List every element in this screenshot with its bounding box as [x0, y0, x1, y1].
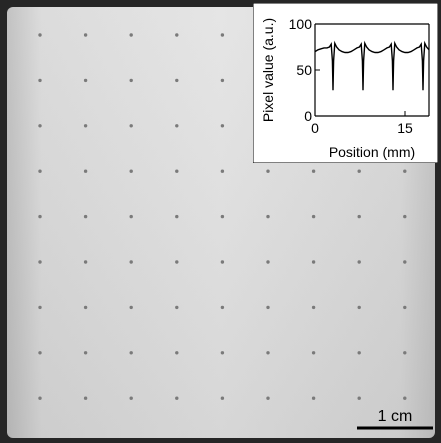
x-tick-label: 0 — [311, 120, 319, 136]
marker-dot — [403, 260, 407, 264]
marker-dot — [83, 214, 88, 219]
marker-dot — [38, 169, 42, 173]
marker-dot — [129, 305, 133, 310]
marker-dot — [311, 396, 316, 400]
marker-dot — [83, 351, 88, 355]
marker-dot — [266, 351, 270, 355]
marker-dot — [129, 214, 133, 219]
marker-dot — [38, 260, 42, 264]
marker-dot — [175, 396, 179, 400]
marker-dot — [129, 396, 133, 400]
marker-dot — [403, 305, 407, 310]
marker-dot — [220, 124, 225, 128]
marker-dot — [311, 260, 316, 264]
marker-dot — [403, 396, 407, 400]
marker-dot — [83, 396, 88, 400]
marker-dot — [220, 33, 225, 37]
marker-dot — [357, 305, 361, 310]
marker-dot — [38, 396, 42, 400]
marker-dot — [38, 124, 42, 128]
marker-dot — [311, 305, 316, 310]
marker-dot — [357, 396, 361, 400]
marker-dot — [83, 260, 88, 264]
marker-dot — [129, 169, 133, 173]
x-axis-label: Position (mm) — [329, 144, 415, 160]
marker-dot — [83, 305, 88, 310]
marker-dot — [311, 169, 316, 173]
marker-dot — [129, 33, 133, 37]
series-line-profile — [314, 40, 430, 91]
marker-dot — [38, 33, 42, 37]
marker-dot — [266, 260, 270, 264]
marker-dot — [83, 78, 88, 83]
marker-dot — [220, 396, 225, 400]
marker-dot — [175, 351, 179, 355]
marker-dot — [175, 214, 179, 219]
marker-dot — [220, 169, 225, 173]
marker-dot — [266, 305, 270, 310]
marker-dot — [175, 78, 179, 83]
axis-tick-labels: 0 50 100 0 15 — [289, 16, 413, 136]
marker-dot — [266, 214, 270, 219]
marker-dot — [220, 351, 225, 355]
marker-dot — [403, 351, 407, 355]
inset-plot: 0 50 100 0 15 Position (mm) Pixel value (a.u… — [253, 3, 438, 163]
marker-dot — [220, 305, 225, 310]
marker-dot — [220, 78, 225, 83]
y-tick-label: 100 — [289, 16, 313, 32]
marker-dot — [175, 260, 179, 264]
marker-dot — [220, 260, 225, 264]
inset-background — [253, 3, 438, 163]
marker-dot — [38, 305, 42, 310]
marker-dot — [266, 169, 270, 173]
marker-dot — [175, 169, 179, 173]
marker-dot — [220, 214, 225, 219]
y-tick-label: 50 — [296, 62, 312, 78]
marker-dot — [311, 351, 316, 355]
axis-ticks — [314, 23, 406, 117]
marker-dot — [357, 214, 361, 219]
marker-dot — [357, 169, 361, 173]
marker-dot — [129, 351, 133, 355]
marker-dot — [266, 396, 270, 400]
marker-dot — [83, 169, 88, 173]
marker-dot — [129, 260, 133, 264]
marker-dot-grid — [38, 33, 407, 400]
marker-dot — [403, 169, 407, 173]
y-axis-label: Pixel value (a.u.) — [260, 18, 276, 122]
marker-dot — [403, 214, 407, 219]
marker-dot — [357, 351, 361, 355]
marker-dot — [38, 351, 42, 355]
marker-dot — [129, 78, 133, 83]
marker-dot — [38, 214, 42, 219]
marker-dot — [311, 214, 316, 219]
x-tick-label: 15 — [397, 120, 413, 136]
marker-dot — [175, 305, 179, 310]
marker-dot — [357, 260, 361, 264]
marker-dot — [83, 33, 88, 37]
y-tick-label: 0 — [304, 108, 312, 124]
marker-dot — [175, 33, 179, 37]
scale-bar-label: 1 cm — [378, 408, 413, 425]
marker-dot — [83, 124, 88, 128]
marker-dot — [175, 124, 179, 128]
marker-dot — [38, 78, 42, 83]
marker-dot — [129, 124, 133, 128]
